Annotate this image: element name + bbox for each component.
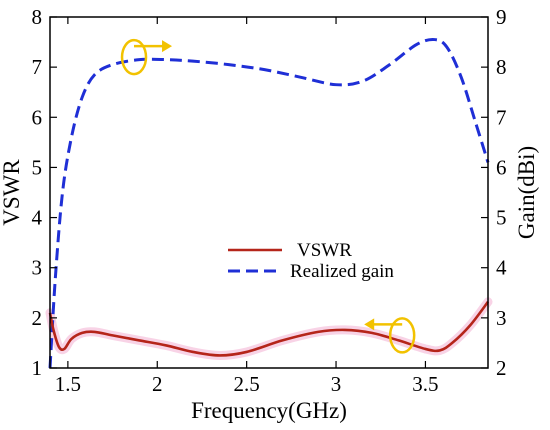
legend: VSWR Realized gain	[228, 240, 394, 282]
legend-label-realized-gain: Realized gain	[290, 261, 394, 282]
y-right-tick-label: 3	[496, 306, 507, 330]
y-left-tick-label: 6	[32, 105, 43, 129]
y-right-tick-label: 7	[496, 105, 507, 129]
y-left-tick-label: 3	[32, 256, 43, 280]
y-left-tick-label: 2	[32, 306, 43, 330]
x-tick-label: 1.5	[55, 372, 81, 396]
y-left-tick-label: 8	[32, 5, 43, 29]
y-right-tick-label: 8	[496, 55, 507, 79]
y-left-tick-label: 5	[32, 155, 43, 179]
y-left-tick-label: 7	[32, 55, 43, 79]
legend-label-vswr: VSWR	[297, 240, 352, 261]
y-axis-right-label: Gain(dBi)	[514, 146, 539, 239]
gain-axis-indicator-icon	[120, 38, 173, 76]
plot-frame	[49, 16, 489, 369]
y-right-tick-label: 9	[496, 5, 507, 29]
annotation-ring	[388, 317, 416, 354]
x-tick-label: 2.5	[234, 372, 260, 396]
y-right-tick-label: 5	[496, 206, 507, 230]
x-tick-label: 3.5	[412, 372, 438, 396]
y-right-tick-label: 4	[496, 256, 507, 280]
y-left-tick-label: 1	[32, 356, 43, 380]
y-right-tick-label: 6	[496, 155, 507, 179]
y-left-tick-label: 4	[32, 206, 43, 230]
x-axis-label: Frequency(GHz)	[191, 398, 347, 423]
annotation-arrow-head	[364, 318, 375, 331]
x-tick-label: 3	[331, 372, 342, 396]
y-right-tick-label: 2	[496, 356, 507, 380]
series-line-vswr	[48, 301, 490, 357]
ticks: 1.5 2 2.5 3 3.5 1 2 3 4 5 6 7 8 2 3 4 5 6 7 8 9	[32, 5, 508, 396]
vswr-axis-indicator-icon	[364, 317, 416, 354]
series-line-realized-gain	[48, 37, 490, 369]
annotation-arrow-head	[162, 40, 173, 53]
y-axis-left-label: VSWR	[0, 159, 24, 226]
annotation-ring	[120, 38, 148, 76]
x-tick-label: 2	[152, 372, 163, 396]
